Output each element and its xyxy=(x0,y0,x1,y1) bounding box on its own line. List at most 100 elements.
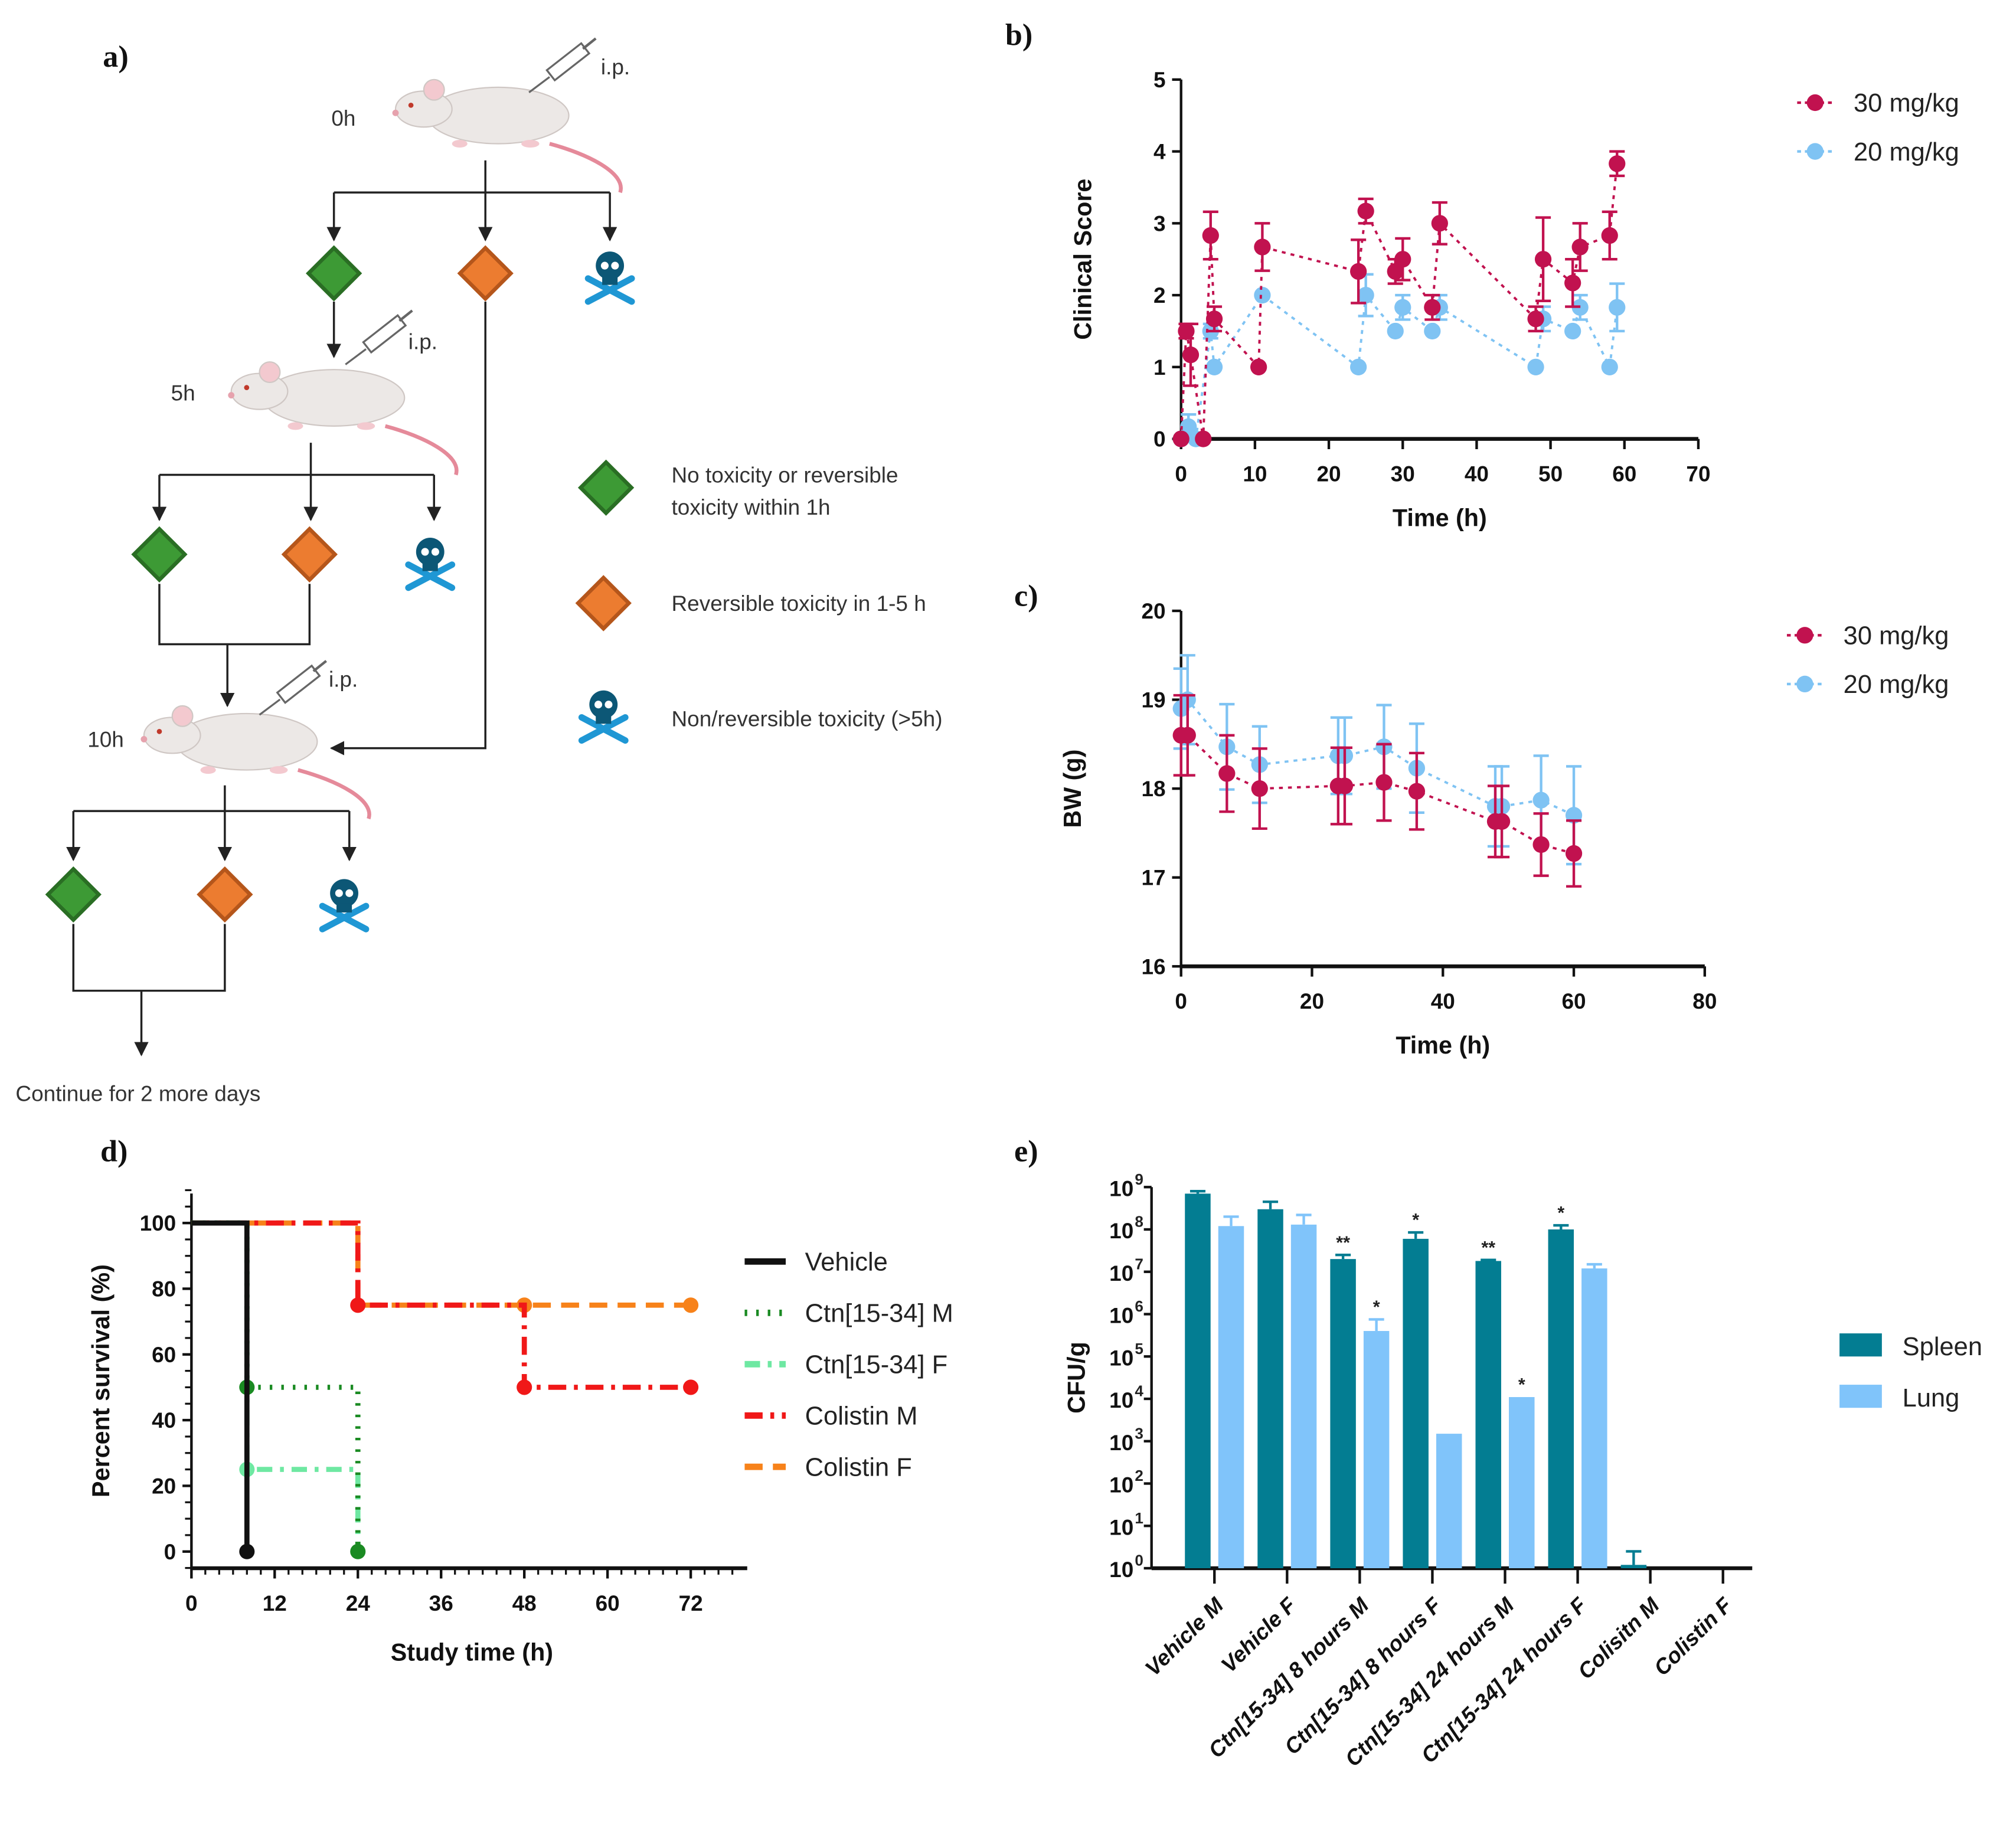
orange-diamond-icon xyxy=(284,529,335,580)
data-point xyxy=(1205,358,1223,375)
x-axis-label: Study time (h) xyxy=(391,1639,553,1666)
bar xyxy=(1548,1229,1574,1569)
censor-marker xyxy=(350,1297,366,1313)
significance-label: * xyxy=(1412,1210,1419,1230)
bar xyxy=(1509,1397,1535,1569)
data-point xyxy=(1394,299,1411,316)
x-tick-label: 36 xyxy=(429,1591,453,1615)
survival-chart: 0 12 24 36 48 60 72 0 20 40 60 80 100 Study time (h) P… xyxy=(87,1189,953,1666)
y-tick-label: 10 xyxy=(1109,1558,1133,1582)
series-line xyxy=(1180,292,1619,443)
legend-text: Non/reversible toxicity (>5h) xyxy=(672,707,943,731)
x-tick-label: 0 xyxy=(1175,989,1187,1013)
syringe-icon xyxy=(529,38,596,92)
error-bar xyxy=(1368,1318,1384,1332)
final-step-label: Continue for 2 more days xyxy=(15,1082,260,1106)
x-tick-label: 60 xyxy=(596,1591,620,1615)
y-tick-label: 10 xyxy=(1109,1473,1133,1497)
injection-label: i.p. xyxy=(329,667,358,691)
censor-marker xyxy=(683,1297,699,1313)
legend-text: Reversible toxicity in 1-5 h xyxy=(672,591,926,616)
panel-label-d: d) xyxy=(100,1135,128,1169)
data-point xyxy=(1394,251,1411,268)
legend-marker xyxy=(1796,675,1813,693)
censor-marker xyxy=(239,1543,255,1559)
legend-marker xyxy=(1806,94,1824,112)
y-tick-label: 10 xyxy=(1109,1388,1133,1412)
y-tick-label: 40 xyxy=(152,1408,176,1432)
data-point xyxy=(1527,310,1544,328)
data-point xyxy=(1357,202,1374,220)
data-point xyxy=(1424,322,1441,340)
bar xyxy=(1218,1226,1244,1569)
legend-label: 30 mg/kg xyxy=(1844,622,1949,650)
x-tick-label: 60 xyxy=(1561,989,1586,1013)
green-diamond-icon xyxy=(309,248,360,299)
error-bar xyxy=(1223,1215,1239,1226)
significance-label: ** xyxy=(1481,1238,1495,1258)
error-bar xyxy=(1296,1214,1312,1225)
legend-label: 20 mg/kg xyxy=(1854,138,1959,166)
error-bar xyxy=(1553,1224,1569,1229)
syringe-icon xyxy=(260,661,326,715)
skull-crossbones-icon xyxy=(581,691,625,741)
significance-label: ** xyxy=(1336,1232,1350,1252)
y-tick-label: 2 xyxy=(1153,283,1166,308)
y-tick-label: 10 xyxy=(1109,1304,1133,1328)
bar xyxy=(1403,1238,1429,1569)
survival-line xyxy=(191,1220,691,1308)
mouse-icon xyxy=(140,706,369,819)
y-tick-label: 0 xyxy=(1153,427,1166,452)
y-tick-exponent: 5 xyxy=(1135,1340,1143,1358)
bar xyxy=(1436,1434,1462,1569)
data-point xyxy=(1527,358,1544,375)
y-tick-exponent: 8 xyxy=(1135,1213,1143,1231)
x-tick-label: 12 xyxy=(263,1591,287,1615)
y-tick-label: 60 xyxy=(152,1343,176,1367)
legend-text: No toxicity or reversible xyxy=(672,463,898,488)
injection-label: i.p. xyxy=(601,55,630,79)
x-tick-label: 0 xyxy=(1175,462,1187,486)
data-point xyxy=(1254,286,1271,304)
legend-label: Spleen xyxy=(1903,1333,1982,1361)
data-point xyxy=(1601,227,1618,244)
bar xyxy=(1290,1224,1317,1569)
error-bar xyxy=(1190,1190,1206,1194)
data-point xyxy=(1424,299,1441,316)
y-axis-label: BW (g) xyxy=(1059,750,1086,828)
legend-swatch xyxy=(1839,1385,1882,1408)
x-axis-label: Time (h) xyxy=(1396,1032,1490,1059)
y-tick-label: 0 xyxy=(164,1540,177,1564)
y-tick-exponent: 6 xyxy=(1135,1297,1143,1315)
skull-crossbones-icon xyxy=(588,251,632,302)
y-tick-label: 80 xyxy=(152,1277,176,1301)
panel-label-e: e) xyxy=(1014,1135,1038,1169)
x-tick-label: 70 xyxy=(1686,462,1710,486)
data-point xyxy=(1172,430,1190,447)
censor-marker xyxy=(683,1379,699,1395)
y-tick-label: 4 xyxy=(1153,140,1166,164)
data-point xyxy=(1375,774,1393,791)
panel-label-b: b) xyxy=(1005,18,1032,52)
x-tick-label: 40 xyxy=(1431,989,1455,1013)
green-diamond-icon xyxy=(48,869,99,920)
x-tick-label: 50 xyxy=(1538,462,1563,486)
survival-line xyxy=(191,1220,691,1390)
orange-diamond-icon xyxy=(200,869,250,920)
data-point xyxy=(1202,227,1219,244)
series-line xyxy=(1181,734,1574,855)
y-tick-label: 100 xyxy=(140,1211,177,1235)
y-tick-exponent: 0 xyxy=(1135,1552,1143,1569)
bar xyxy=(1330,1259,1356,1569)
y-axis-label: Clinical Score xyxy=(1070,179,1097,340)
x-tick-label: Vehicle M xyxy=(1141,1592,1228,1680)
time-label-0h: 0h xyxy=(331,106,355,130)
clinical-score-chart: 0 10 20 30 40 50 60 70 0 1 2 3 4 5 Time (h) Clinical Sc… xyxy=(1070,68,1959,532)
error-bar xyxy=(1626,1550,1642,1565)
error-bar xyxy=(1586,1262,1602,1269)
survival-line xyxy=(191,1220,361,1552)
y-tick-label: 20 xyxy=(1142,599,1166,623)
y-tick-exponent: 1 xyxy=(1135,1509,1143,1527)
skull-crossbones-icon xyxy=(409,538,452,588)
